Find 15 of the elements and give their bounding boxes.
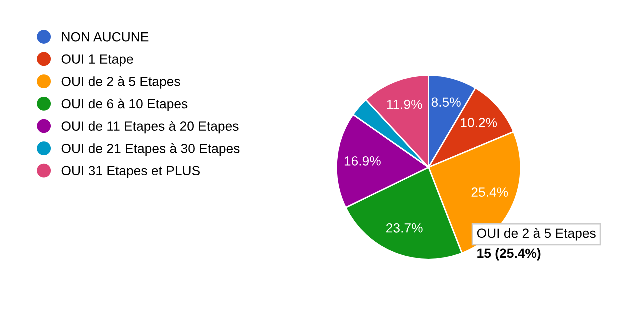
legend-label: OUI de 2 à 5 Etapes [62,76,180,89]
legend-label: OUI 31 Etapes et PLUS [62,166,200,178]
data-label: 11.9% [387,100,422,110]
legend-label: OUI de 21 Etapes à 30 Etapes [62,144,240,156]
legend-label: OUI de 11 Etapes à 20 Etapes [62,121,239,134]
data-label: 8.5% [432,98,461,108]
text: 15 (25.4%) [478,248,541,261]
data-label: 16.9% [344,156,381,166]
legend-label: NON AUCUNE [62,32,149,42]
data-label: 23.7% [386,223,423,233]
data-label: 25.4% [472,188,508,198]
legend-label: OUI 1 Etape [62,54,134,67]
legend-label: OUI de 6 à 10 Etapes [62,98,188,112]
text: OUI de 2 à 5 Etapes [477,228,596,241]
data-label: 10.2% [461,118,498,128]
